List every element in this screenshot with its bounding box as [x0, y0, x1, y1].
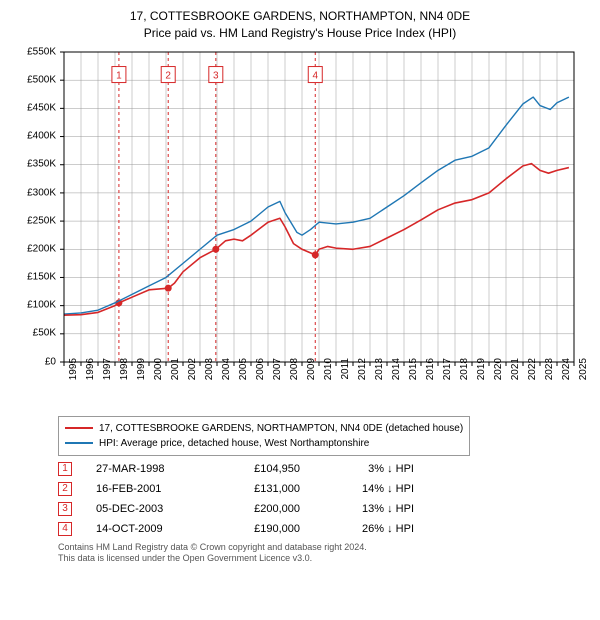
footer-attribution: Contains HM Land Registry data © Crown c… [58, 542, 580, 565]
event-diff: 3% ↓ HPI [324, 463, 414, 475]
event-marker-box: 3 [58, 502, 72, 516]
event-diff: 26% ↓ HPI [324, 523, 414, 535]
title-line-2: Price paid vs. HM Land Registry's House … [10, 25, 590, 42]
svg-text:3: 3 [213, 70, 219, 81]
legend-swatch [65, 442, 93, 444]
x-tick-label: 2022 [527, 358, 538, 398]
x-tick-label: 2000 [153, 358, 164, 398]
y-tick-label: £250K [27, 215, 56, 226]
y-tick-label: £50K [33, 328, 56, 339]
x-tick-label: 1995 [68, 358, 79, 398]
x-tick-label: 2015 [408, 358, 419, 398]
y-tick-label: £200K [27, 243, 56, 254]
x-tick-label: 2019 [476, 358, 487, 398]
x-tick-label: 2013 [374, 358, 385, 398]
x-tick-label: 2020 [493, 358, 504, 398]
x-tick-label: 2014 [391, 358, 402, 398]
event-marker-box: 4 [58, 522, 72, 536]
event-marker-box: 2 [58, 482, 72, 496]
event-marker-box: 1 [58, 462, 72, 476]
x-tick-label: 2023 [544, 358, 555, 398]
legend-row: HPI: Average price, detached house, West… [65, 436, 463, 451]
legend-row: 17, COTTESBROOKE GARDENS, NORTHAMPTON, N… [65, 421, 463, 436]
x-tick-label: 2006 [255, 358, 266, 398]
x-tick-label: 2017 [442, 358, 453, 398]
x-tick-label: 2010 [323, 358, 334, 398]
event-price: £104,950 [230, 463, 300, 475]
title-line-1: 17, COTTESBROOKE GARDENS, NORTHAMPTON, N… [10, 8, 590, 25]
x-tick-label: 2021 [510, 358, 521, 398]
x-tick-label: 2025 [578, 358, 589, 398]
chart-title: 17, COTTESBROOKE GARDENS, NORTHAMPTON, N… [10, 8, 590, 42]
x-tick-label: 2009 [306, 358, 317, 398]
event-row: 1 27-MAR-1998 £104,950 3% ↓ HPI [58, 462, 580, 476]
legend-swatch [65, 427, 93, 429]
chart-svg: 1 2 3 4 [20, 46, 580, 406]
event-price: £131,000 [230, 483, 300, 495]
footer-line-1: Contains HM Land Registry data © Crown c… [58, 542, 580, 554]
event-row: 4 14-OCT-2009 £190,000 26% ↓ HPI [58, 522, 580, 536]
legend-label: 17, COTTESBROOKE GARDENS, NORTHAMPTON, N… [99, 421, 463, 436]
x-tick-label: 2024 [561, 358, 572, 398]
y-tick-label: £500K [27, 74, 56, 85]
event-diff: 14% ↓ HPI [324, 483, 414, 495]
event-row: 2 16-FEB-2001 £131,000 14% ↓ HPI [58, 482, 580, 496]
event-date: 14-OCT-2009 [96, 523, 206, 535]
x-tick-label: 2011 [340, 358, 351, 398]
x-tick-label: 2016 [425, 358, 436, 398]
x-tick-label: 1997 [102, 358, 113, 398]
event-date: 05-DEC-2003 [96, 503, 206, 515]
x-tick-label: 1998 [119, 358, 130, 398]
chart-plot-area: 1 2 3 4 £0 £50K £100K £150K £200K £250K £300K £350… [20, 46, 580, 406]
svg-text:1: 1 [116, 70, 122, 81]
y-tick-label: £350K [27, 159, 56, 170]
x-tick-label: 2004 [221, 358, 232, 398]
y-tick-label: £100K [27, 300, 56, 311]
x-tick-label: 1996 [85, 358, 96, 398]
x-tick-label: 2007 [272, 358, 283, 398]
x-tick-label: 2001 [170, 358, 181, 398]
y-tick-label: £300K [27, 187, 56, 198]
chart-container: 17, COTTESBROOKE GARDENS, NORTHAMPTON, N… [0, 0, 600, 620]
x-tick-label: 2012 [357, 358, 368, 398]
x-tick-label: 2008 [289, 358, 300, 398]
footer-line-2: This data is licensed under the Open Gov… [58, 553, 580, 565]
event-price: £200,000 [230, 503, 300, 515]
event-table: 1 27-MAR-1998 £104,950 3% ↓ HPI 2 16-FEB-2001… [58, 462, 580, 536]
x-tick-label: 2002 [187, 358, 198, 398]
y-tick-label: £550K [27, 46, 56, 57]
event-row: 3 05-DEC-2003 £200,000 13% ↓ HPI [58, 502, 580, 516]
y-tick-label: £450K [27, 102, 56, 113]
svg-text:4: 4 [312, 70, 318, 81]
event-date: 16-FEB-2001 [96, 483, 206, 495]
legend-label: HPI: Average price, detached house, West… [99, 436, 369, 451]
x-tick-label: 2003 [204, 358, 215, 398]
event-date: 27-MAR-1998 [96, 463, 206, 475]
x-tick-label: 2018 [459, 358, 470, 398]
svg-text:2: 2 [165, 70, 171, 81]
x-tick-label: 1999 [136, 358, 147, 398]
y-tick-label: £0 [45, 356, 56, 367]
x-tick-label: 2005 [238, 358, 249, 398]
y-tick-label: £400K [27, 131, 56, 142]
legend: 17, COTTESBROOKE GARDENS, NORTHAMPTON, N… [58, 416, 470, 456]
event-price: £190,000 [230, 523, 300, 535]
y-tick-label: £150K [27, 272, 56, 283]
event-diff: 13% ↓ HPI [324, 503, 414, 515]
